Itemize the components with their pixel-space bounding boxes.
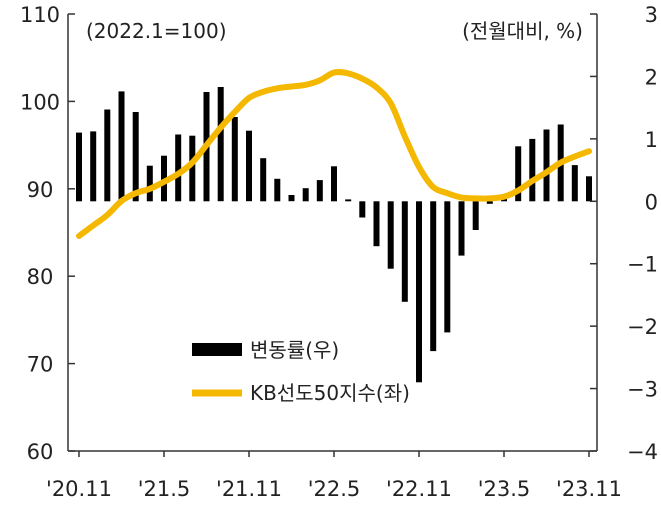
right-tick-label: −3	[627, 378, 658, 402]
bar-22.12	[430, 201, 437, 352]
right-tick-label: −2	[627, 315, 658, 339]
bottom-tick-label: '21.5	[138, 477, 191, 501]
bar-21.11	[246, 130, 252, 202]
bar-22.9	[387, 201, 394, 269]
bar-20.12	[90, 131, 97, 202]
bar-22.11	[416, 201, 422, 383]
left-tick-label: 70	[27, 353, 54, 377]
right-tick-label: 1	[645, 128, 658, 152]
bar-21.7	[189, 135, 196, 202]
right-tick-label: 0	[645, 190, 658, 214]
right-tick-label: 3	[645, 3, 658, 27]
bar-22.5	[331, 166, 337, 202]
line-series-kb-index	[76, 69, 592, 239]
bar-22.10	[401, 201, 408, 302]
bar-21.10	[231, 117, 238, 202]
bar-22.6	[345, 199, 352, 202]
bar-22.2	[288, 195, 295, 202]
bar-23.11	[586, 176, 592, 202]
left-tick-label: 90	[27, 178, 54, 202]
left-tick-label: 110	[20, 3, 60, 27]
left-tick-label: 60	[27, 440, 54, 464]
bar-22.1	[274, 178, 281, 202]
right-tick-label: 2	[645, 65, 658, 89]
right-tick-label: −4	[627, 440, 658, 464]
bar-22.4	[316, 180, 323, 202]
right-tick-label: −1	[627, 253, 658, 277]
bar-21.2	[118, 91, 125, 202]
bar-23.8	[543, 129, 550, 202]
legend-bar-label: 변동률(우)	[250, 338, 339, 362]
bottom-tick-label: '23.5	[478, 477, 531, 501]
bar-23.5	[501, 198, 507, 202]
left-tick-label: 80	[27, 265, 54, 289]
left-tick-label: 100	[20, 90, 60, 114]
bar-23.10	[571, 165, 578, 202]
bar-21.3	[132, 112, 139, 202]
bar-22.7	[359, 201, 366, 218]
bar-21.12	[260, 158, 267, 202]
right-axis-note: (전월대비, %)	[462, 19, 583, 43]
bar-21.1	[104, 109, 111, 202]
bottom-tick-label: '22.5	[308, 477, 361, 501]
bar-23.3	[472, 201, 479, 230]
legend: 변동률(우) KB선도50지수(좌)	[192, 338, 410, 405]
bar-23.4	[486, 201, 493, 204]
bar-23.2	[458, 201, 465, 256]
legend-line-label: KB선도50지수(좌)	[250, 381, 410, 405]
bottom-tick-label: '20.11	[46, 477, 112, 501]
bar-23.7	[529, 138, 536, 202]
bar-23.1	[444, 201, 451, 333]
tick-labels: 60 70 80 90 100 110 −4 −3 −2 −1 0 1 2 3 '20.11 '21.5 '21…	[20, 3, 658, 501]
left-axis-note: (2022.1=100)	[86, 19, 227, 43]
bottom-tick-label: '21.11	[216, 477, 282, 501]
bar-22.8	[373, 201, 380, 247]
bar-21.6	[175, 134, 182, 202]
bar-21.4	[146, 165, 153, 202]
bottom-tick-label: '23.11	[556, 477, 622, 501]
bar-21.9	[217, 87, 224, 202]
axes	[67, 13, 598, 457]
bar-23.6	[515, 146, 522, 202]
bar-20.11	[76, 132, 82, 202]
bar-22.3	[302, 188, 309, 202]
bottom-tick-label: '22.11	[386, 477, 452, 501]
legend-bar-swatch	[192, 343, 242, 356]
